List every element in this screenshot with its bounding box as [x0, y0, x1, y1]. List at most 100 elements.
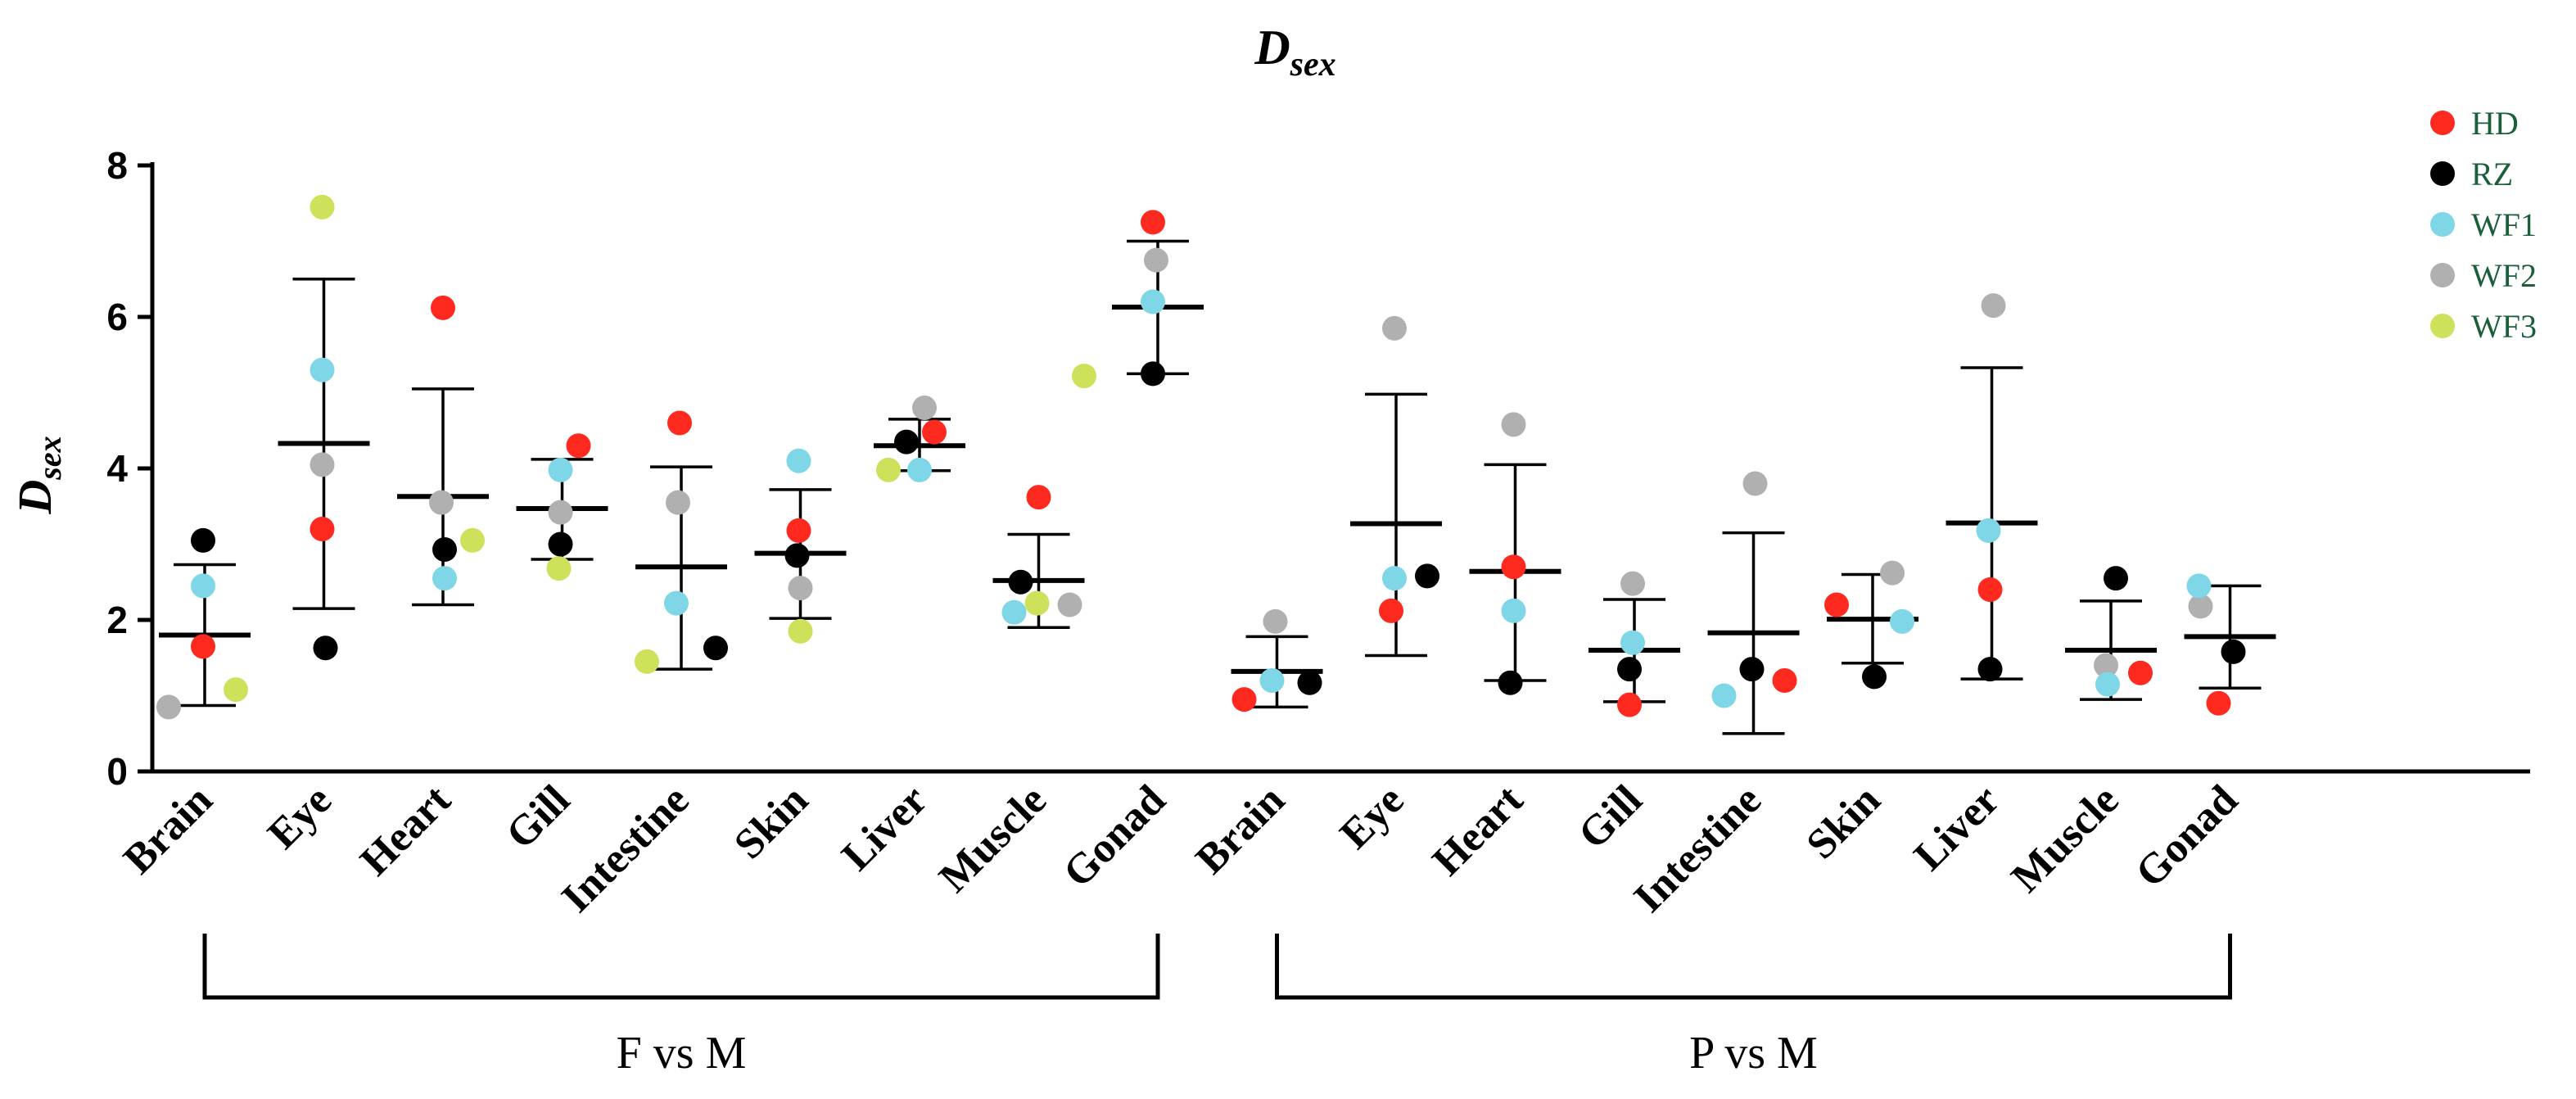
legend-marker-rz — [2430, 161, 2455, 186]
category-label: Heart — [351, 776, 460, 885]
data-point-wf1 — [1976, 518, 2001, 543]
data-point-rz — [894, 429, 919, 455]
data-point-rz — [1008, 569, 1033, 595]
data-point-wf3 — [788, 618, 813, 644]
data-point-wf1 — [1382, 566, 1407, 591]
chart-title-main: D — [1254, 20, 1290, 75]
data-point-rz — [1617, 657, 1642, 682]
legend-label-wf2: WF2 — [2471, 257, 2537, 294]
legend-marker-wf1 — [2430, 212, 2455, 237]
data-point-wf2 — [429, 490, 454, 515]
data-point-hd — [191, 634, 215, 659]
data-point-hd — [1379, 598, 1403, 623]
chart-title: Dsex — [1254, 20, 1335, 84]
data-point-rz — [2221, 639, 2246, 664]
data-point-wf3 — [546, 556, 572, 581]
data-point-wf1 — [548, 457, 573, 482]
data-point-wf2 — [1144, 247, 1168, 273]
category-label: Liver — [833, 776, 936, 880]
data-point-rz — [432, 536, 457, 562]
data-point-hd — [1824, 592, 1849, 617]
data-points — [156, 194, 2246, 720]
y-tick-label: 8 — [106, 144, 128, 187]
y-ticks: 0 2 4 6 8 — [106, 144, 152, 793]
group-brackets: F vs M P vs M — [202, 934, 2232, 1079]
category-label: Skin — [725, 776, 817, 868]
category-label: Muscle — [930, 776, 1055, 902]
legend-label-hd: HD — [2471, 105, 2519, 142]
group-bracket — [202, 934, 1160, 1000]
y-tick-label: 0 — [106, 750, 128, 793]
legend-marker-wf3 — [2430, 314, 2455, 338]
data-point-wf3 — [1072, 364, 1096, 389]
data-point-hd — [566, 433, 591, 459]
data-point-hd — [786, 518, 811, 543]
data-point-wf2 — [1501, 412, 1526, 437]
category-label: Brain — [1187, 776, 1294, 883]
data-point-wf1 — [1890, 608, 1914, 634]
data-point-rz — [2104, 566, 2128, 591]
legend: HD RZ WF1 WF2 WF3 — [2430, 105, 2537, 345]
data-point-wf1 — [1501, 598, 1526, 623]
legend-label-wf1: WF1 — [2471, 206, 2537, 243]
category-label: Skin — [1798, 776, 1890, 868]
data-point-rz — [1297, 670, 1322, 695]
data-point-wf3 — [876, 457, 901, 482]
data-point-rz — [1862, 664, 1887, 690]
group-label: F vs M — [617, 1028, 747, 1079]
category-label: Intestine — [1625, 776, 1770, 921]
category-label: Eye — [259, 776, 341, 858]
category-label: Gill — [497, 776, 579, 858]
y-axis-label-main: D — [8, 480, 61, 515]
data-point-hd — [1977, 577, 2003, 602]
data-point-wf2 — [548, 500, 573, 525]
data-point-wf1 — [1001, 599, 1027, 625]
data-point-wf2 — [1057, 592, 1082, 617]
data-point-rz — [313, 635, 338, 661]
data-point-rz — [191, 527, 215, 553]
data-point-rz — [703, 635, 728, 661]
data-point-wf1 — [1620, 630, 1645, 655]
data-point-hd — [310, 517, 335, 541]
data-point-wf2 — [1742, 471, 1768, 496]
data-point-hd — [431, 295, 455, 320]
svg-text:Dsex: Dsex — [1254, 20, 1335, 84]
data-point-hd — [1617, 692, 1642, 717]
data-point-hd — [1141, 210, 1165, 235]
category-label: Brain — [115, 776, 221, 883]
data-point-wf3 — [1024, 590, 1050, 616]
legend-label-wf3: WF3 — [2471, 308, 2537, 345]
y-tick-label: 6 — [106, 296, 128, 338]
data-point-hd — [1232, 687, 1257, 712]
data-point-wf2 — [1981, 293, 2006, 319]
category-label: Heart — [1424, 776, 1533, 885]
data-point-wf2 — [1880, 560, 1905, 586]
data-point-wf1 — [2186, 573, 2212, 599]
data-point-wf1 — [1141, 289, 1165, 314]
data-point-wf2 — [310, 452, 335, 477]
error-bars — [159, 239, 2276, 735]
data-point-hd — [2206, 690, 2231, 716]
y-axis-label-subscript: sex — [31, 436, 68, 480]
data-point-rz — [1141, 361, 1165, 387]
data-point-wf1 — [191, 573, 215, 599]
data-point-hd — [1026, 485, 1051, 510]
data-point-wf2 — [1620, 571, 1645, 596]
category-label: Intestine — [553, 776, 698, 921]
legend-marker-hd — [2430, 111, 2455, 135]
group-label: P vs M — [1689, 1028, 1818, 1079]
data-point-wf3 — [635, 649, 659, 674]
data-point-hd — [1772, 668, 1797, 693]
y-axis-label: Dsex — [8, 436, 68, 514]
data-point-wf2 — [788, 576, 813, 601]
legend-label-rz: RZ — [2471, 156, 2513, 192]
category-label: Liver — [1905, 776, 2009, 880]
data-point-wf1 — [664, 590, 689, 616]
data-point-rz — [1415, 563, 1439, 589]
data-point-wf2 — [2094, 653, 2118, 678]
data-point-wf1 — [907, 457, 932, 482]
data-point-hd — [2128, 660, 2153, 685]
data-point-wf2 — [666, 490, 690, 515]
data-point-wf1 — [1711, 683, 1737, 708]
data-point-rz — [548, 531, 573, 557]
